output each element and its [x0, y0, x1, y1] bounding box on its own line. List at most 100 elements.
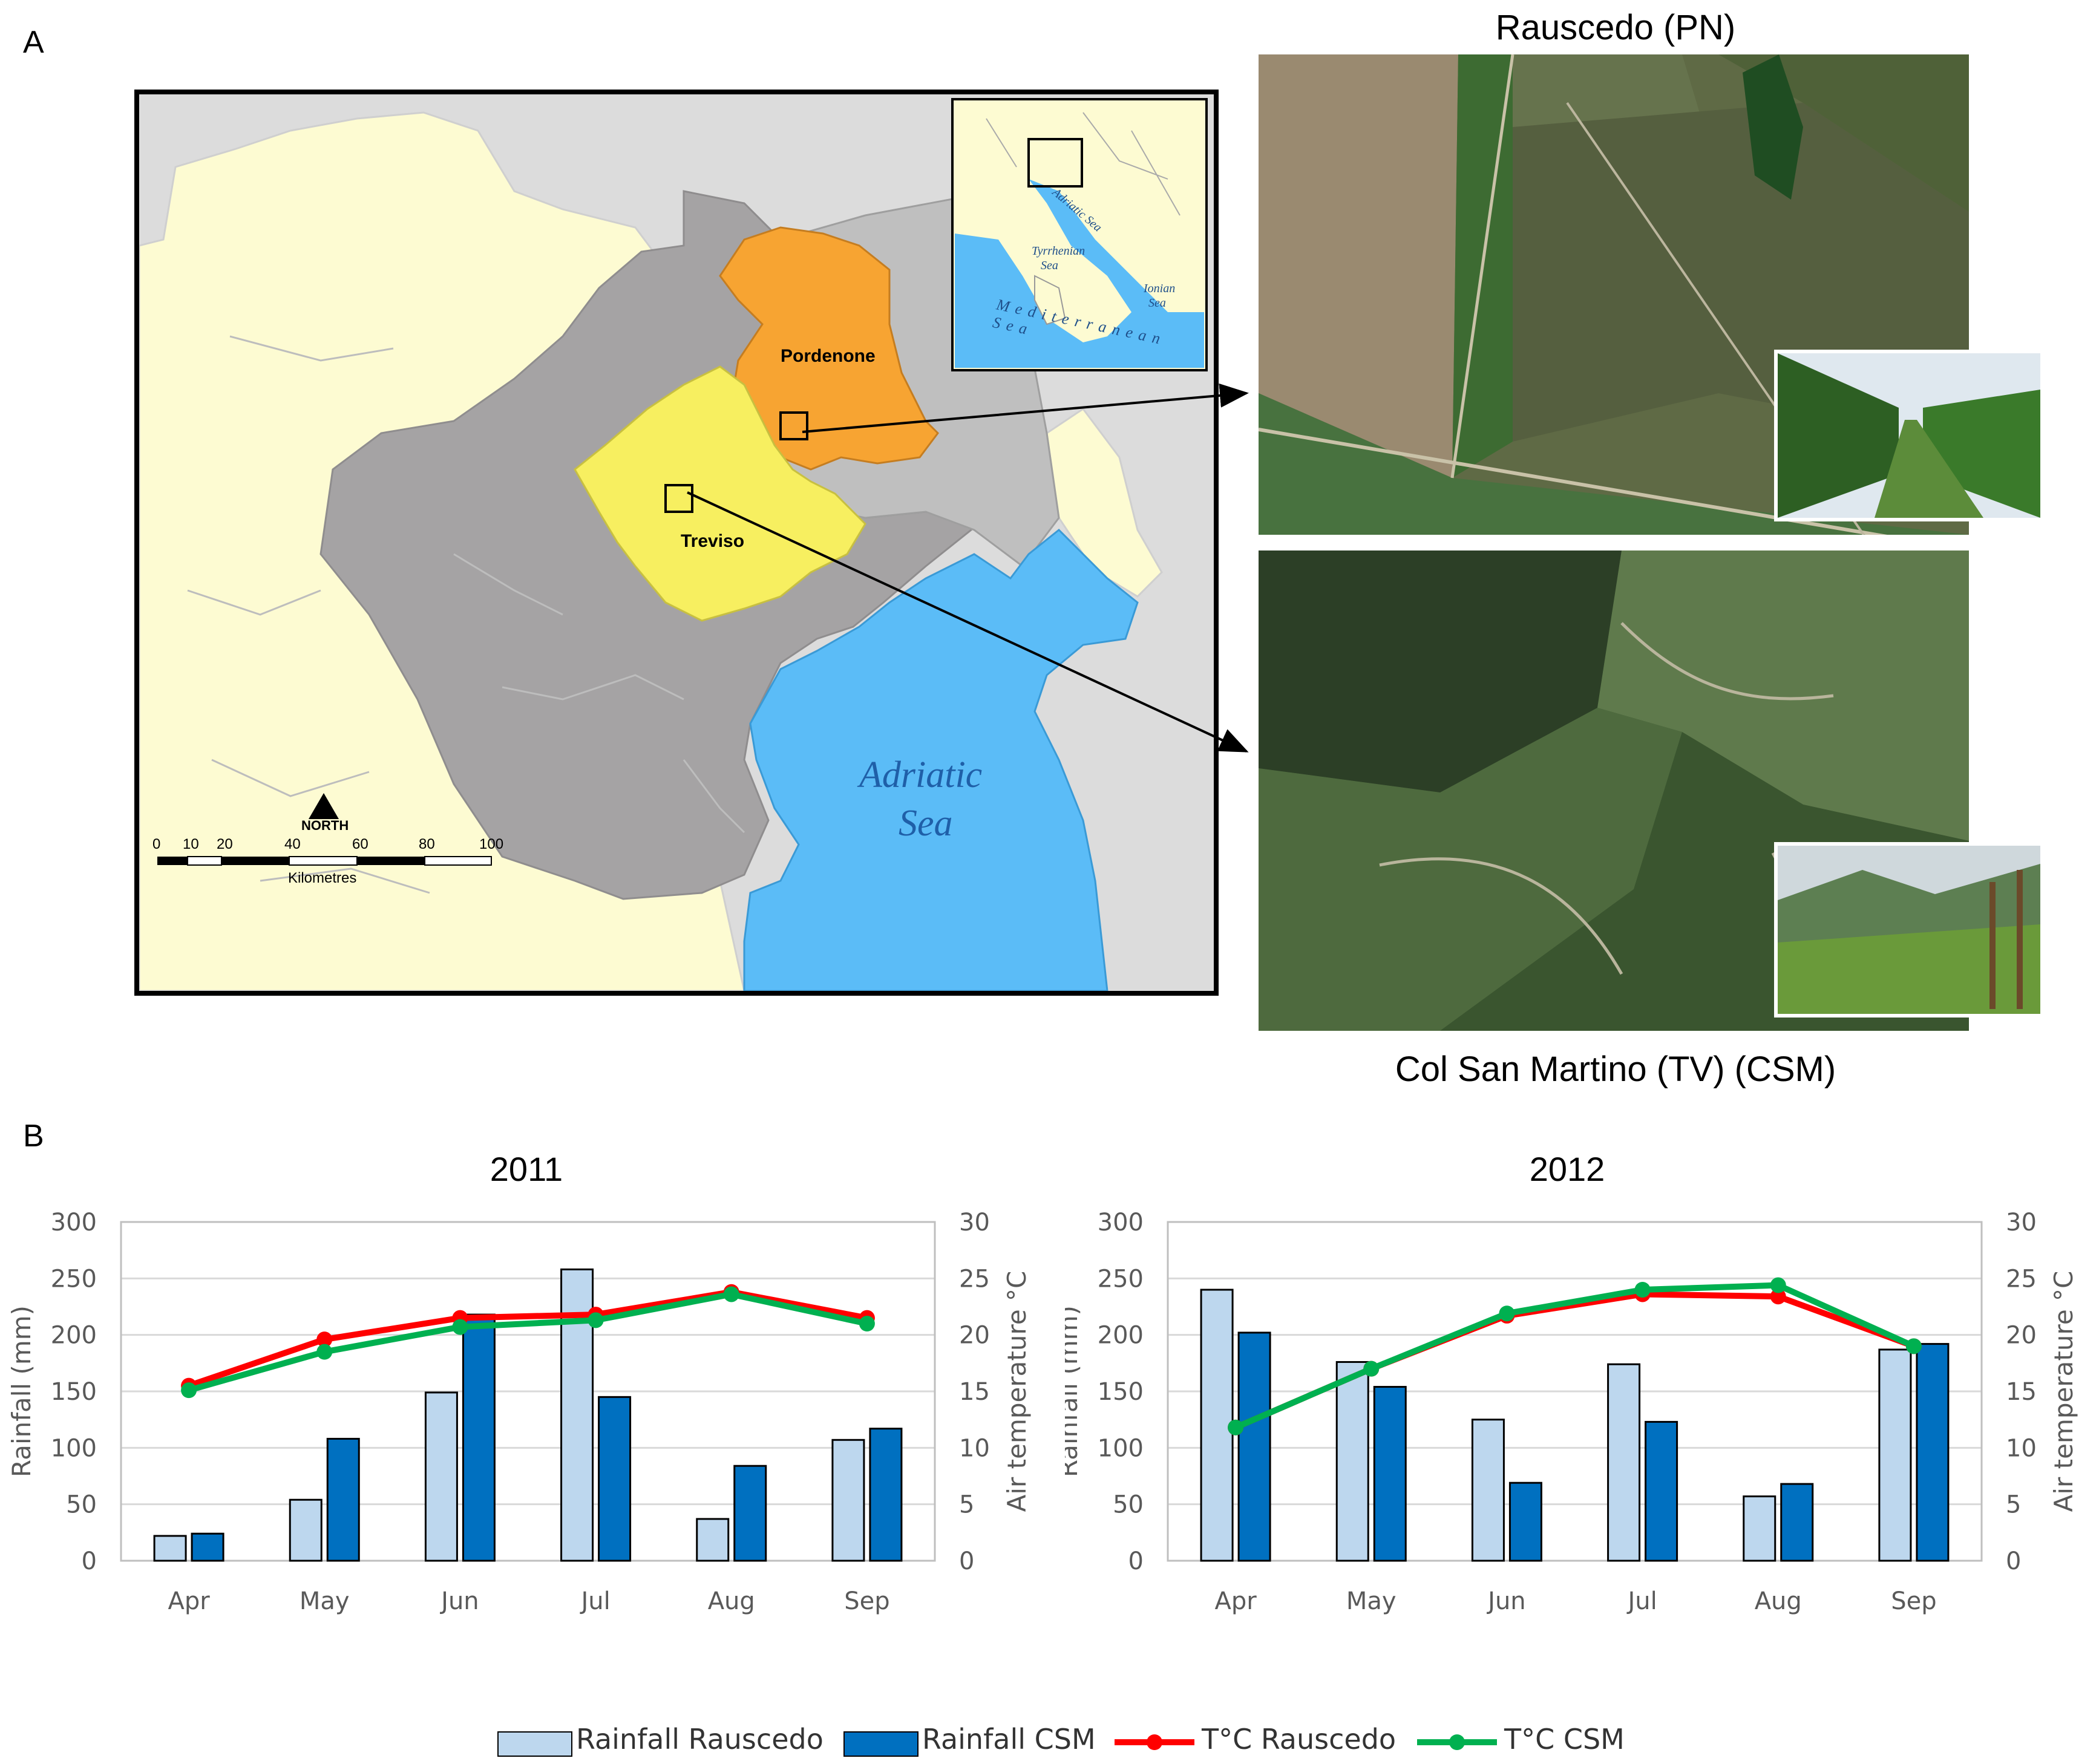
inset-label-tyrrhenian-2: Sea	[1041, 259, 1058, 272]
y2-axis-title: Air temperature °C	[2049, 1271, 2078, 1512]
x-tick-label: Apr	[168, 1587, 210, 1615]
scale-tick-100: 100	[479, 836, 504, 852]
line-temp-csm	[188, 1291, 868, 1393]
bar-rainfall-rauscedo	[1743, 1495, 1776, 1562]
y-tick-label: 100	[51, 1434, 97, 1462]
y-tick-label: 150	[51, 1378, 97, 1406]
point-temp-csm	[1228, 1419, 1244, 1436]
point-temp-csm	[588, 1312, 604, 1328]
point-temp-csm	[1363, 1361, 1380, 1377]
legend-swatch-rain-csm	[843, 1731, 919, 1757]
y2-tick-label: 30	[959, 1209, 990, 1236]
bar-rainfall-csm	[326, 1437, 360, 1562]
scale-tick-40: 40	[284, 836, 301, 852]
x-tick-label: Jul	[1626, 1587, 1657, 1615]
inset-label-tyrrhenian-1: Tyrrhenian	[1032, 244, 1086, 258]
bar-rainfall-rauscedo	[289, 1498, 323, 1562]
y2-tick-label: 25	[959, 1265, 990, 1293]
inset-label-ionian-2: Sea	[1148, 296, 1166, 310]
line-temp-rauscedo	[188, 1289, 868, 1389]
point-temp-csm	[1634, 1282, 1651, 1298]
y-tick-label: 0	[1128, 1547, 1144, 1575]
y-tick-label: 50	[66, 1491, 97, 1519]
scale-tick-10: 10	[183, 836, 199, 852]
point-temp-csm	[1770, 1277, 1786, 1293]
x-tick-label: Aug	[708, 1587, 755, 1615]
vineyard-photo-csm	[1774, 842, 2044, 1018]
line-temp-csm	[1234, 1282, 1915, 1431]
bar-rainfall-rauscedo	[1607, 1363, 1641, 1562]
point-temp-csm	[452, 1319, 468, 1335]
bar-rainfall-rauscedo	[696, 1518, 730, 1562]
plot-area-border	[120, 1221, 936, 1562]
inset-europe-map	[951, 98, 1208, 371]
province-borders	[187, 335, 745, 894]
point-temp-csm	[1905, 1338, 1922, 1354]
vineyard-photo-rauscedo	[1774, 350, 2044, 521]
legend-label-rain-rauscedo: Rainfall Rauscedo	[576, 1723, 824, 1756]
chart-2011-title: 2011	[490, 1150, 563, 1188]
bar-rainfall-csm	[1916, 1343, 1950, 1562]
y2-tick-label: 15	[2006, 1378, 2037, 1406]
scale-bar	[157, 856, 492, 866]
bar-rainfall-rauscedo	[153, 1535, 187, 1562]
point-temp-csm	[723, 1286, 739, 1302]
point-temp-csm	[316, 1344, 333, 1360]
label-adriatic-sea-1: Adriatic	[859, 754, 983, 795]
bar-rainfall-rauscedo	[1471, 1419, 1505, 1562]
scale-tick-20: 20	[217, 836, 233, 852]
bar-rainfall-rauscedo	[1878, 1348, 1912, 1562]
chart-2011: 0 50 100 150 200 250 300 0 5 10 15 20 25 30 Rainfall (…	[7, 1209, 1032, 1615]
y2-tick-label: 20	[2006, 1322, 2037, 1350]
legend-swatch-t-csm	[1417, 1734, 1497, 1750]
bar-rainfall-csm	[598, 1396, 632, 1562]
y2-tick-label: 5	[959, 1491, 974, 1519]
label-treviso: Treviso	[681, 531, 745, 551]
y-tick-label: 50	[1113, 1491, 1144, 1519]
x-tick-label: Jun	[1486, 1587, 1526, 1615]
bar-rainfall-csm	[1780, 1483, 1814, 1562]
y2-axis-title: Air temperature °C	[1002, 1271, 1032, 1512]
legend-label-t-rauscedo: T°C Rauscedo	[1202, 1723, 1397, 1756]
bar-rainfall-rauscedo	[831, 1439, 865, 1562]
north-arrow-icon	[309, 793, 339, 819]
y2-tick-label: 0	[959, 1547, 974, 1575]
region-map-svg	[139, 94, 1214, 991]
scale-tick-60: 60	[352, 836, 368, 852]
legend-label-rain-csm: Rainfall CSM	[922, 1723, 1096, 1756]
scale-tick-80: 80	[419, 836, 435, 852]
y-axis-title: Rainfall (mm)	[7, 1305, 36, 1477]
vineyard-photo-csm-svg	[1778, 846, 2040, 1014]
x-tick-label: Jul	[579, 1587, 610, 1615]
bar-rainfall-csm	[1508, 1481, 1542, 1562]
scale-unit: Kilometres	[288, 870, 357, 886]
site-title-csm: Col San Martino (TV) (CSM)	[1395, 1050, 1836, 1089]
y-axis-title: Rainfall (mm)	[1065, 1305, 1083, 1477]
y-tick-label: 300	[51, 1209, 97, 1236]
y2-tick-label: 5	[2006, 1491, 2021, 1519]
y2-tick-label: 25	[2006, 1265, 2037, 1293]
panel-b-label: B	[23, 1119, 44, 1154]
y-tick-label: 250	[51, 1265, 97, 1293]
vineyard-photo-rauscedo-svg	[1778, 353, 2040, 518]
y2-tick-label: 10	[2006, 1434, 2037, 1462]
plot-area-border	[1167, 1221, 1983, 1562]
panel-a-label: A	[23, 25, 44, 60]
legend-swatch-t-rauscedo	[1115, 1734, 1194, 1750]
label-adriatic-sea-2: Sea	[899, 803, 953, 844]
y-tick-label: 250	[1098, 1265, 1144, 1293]
y2-tick-label: 0	[2006, 1547, 2021, 1575]
scale-tick-0: 0	[152, 836, 161, 852]
point-temp-csm	[859, 1316, 875, 1331]
label-pordenone: Pordenone	[781, 346, 876, 366]
y-tick-label: 300	[1098, 1209, 1144, 1236]
bar-rainfall-csm	[869, 1428, 903, 1562]
x-tick-label: May	[300, 1587, 350, 1615]
chart-2012: 0 50 100 150 200 250 300 0 5 10 15 20 25 30 Rainfall (…	[1065, 1209, 2078, 1615]
chart-legend: Rainfall Rauscedo Rainfall CSM T°C Rausc…	[0, 1723, 2099, 1759]
bar-rainfall-rauscedo	[1335, 1361, 1369, 1562]
north-label: NORTH	[301, 818, 349, 833]
chart-2012-title: 2012	[1529, 1150, 1605, 1188]
y2-tick-label: 15	[959, 1378, 990, 1406]
y-tick-label: 200	[51, 1322, 97, 1350]
